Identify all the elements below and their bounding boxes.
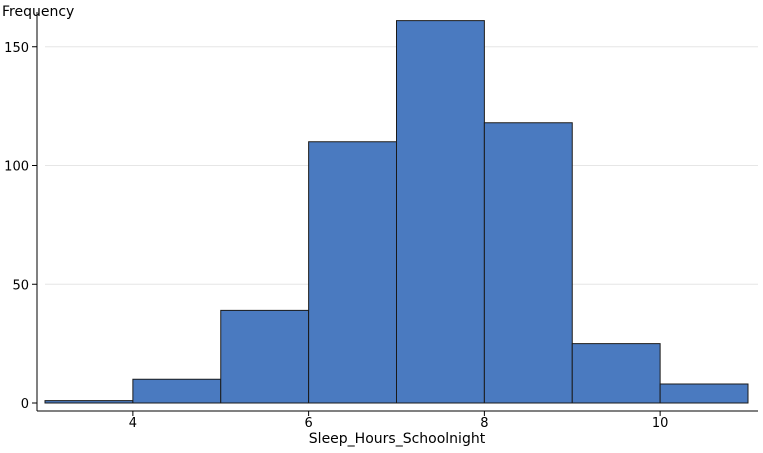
histogram-bar [483,122,573,404]
histogram-bar [44,400,134,404]
histogram-bar [132,378,222,404]
histogram-bar [659,383,749,404]
histogram-bar [308,141,397,404]
histogram-bar [220,309,310,404]
y-tick-label: 100 [4,160,29,175]
x-tick-label: 6 [304,416,312,431]
axes [36,12,758,412]
histogram-bar [396,20,485,404]
y-tick-label: 50 [12,278,29,293]
x-tick-label: 10 [652,416,669,431]
histogram-bar [571,343,661,404]
y-tick-label: 150 [4,41,29,56]
ticks: 0 50 100 150 4 6 8 10 [4,41,668,431]
x-axis-title: Sleep_Hours_Schoolnight [309,431,486,447]
x-tick-label: 4 [129,416,137,431]
y-axis-title: Frequency [2,4,74,20]
y-tick-label: 0 [21,397,29,412]
x-tick-label: 8 [480,416,488,431]
bars [44,20,749,404]
